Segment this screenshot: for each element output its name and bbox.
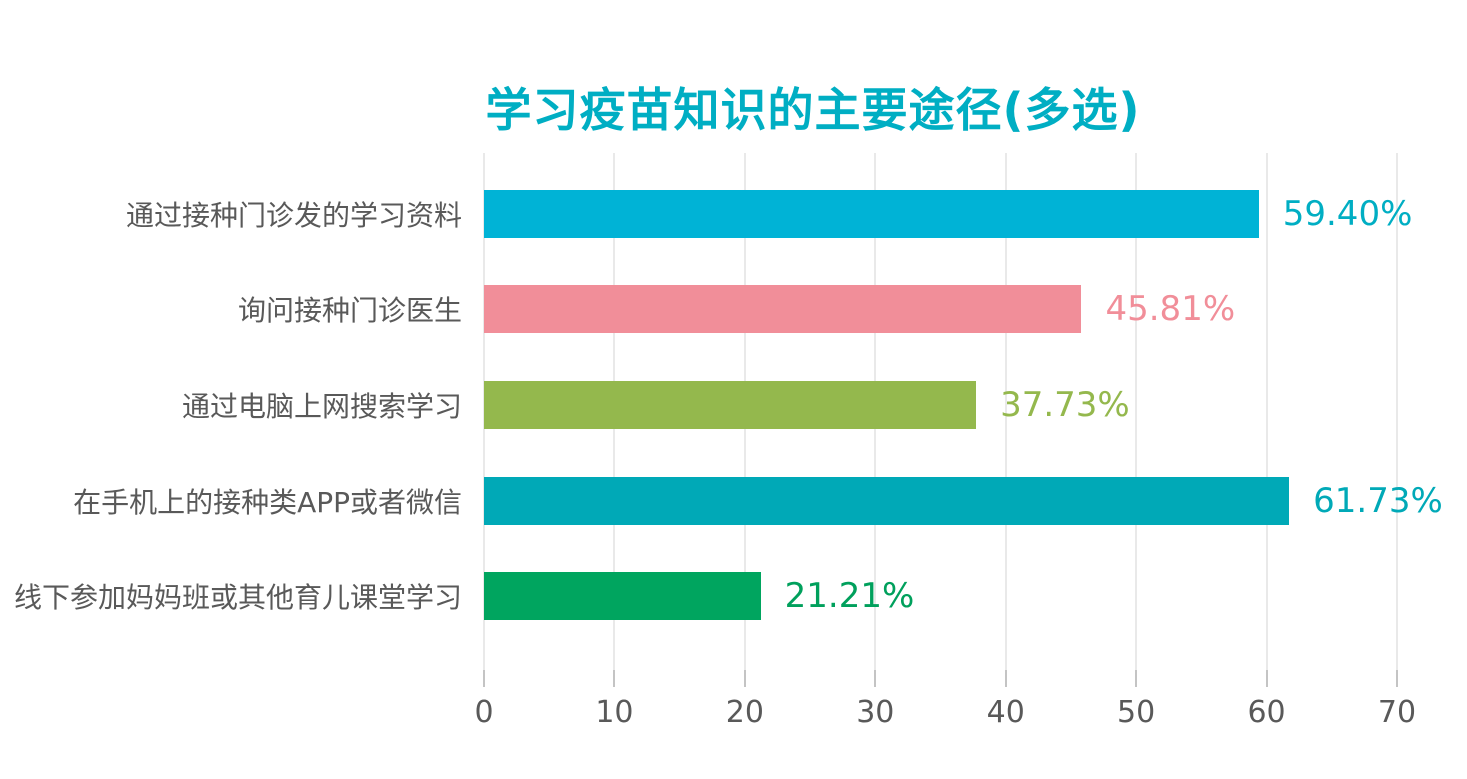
bar-row: 61.73% — [484, 453, 1443, 549]
bar — [484, 476, 1290, 525]
category-label: 询问接种门诊医生 — [237, 294, 462, 328]
value-label: 45.81% — [1105, 289, 1236, 330]
axis-tick-label: 20 — [725, 695, 764, 730]
value-label: 59.40% — [1282, 193, 1413, 234]
gridline — [1004, 153, 1007, 670]
gridline — [1265, 153, 1268, 670]
bar-rows: 59.40% 45.81% 37.73% 61.73% 21.21% — [484, 166, 1443, 644]
category-label: 通过接种门诊发的学习资料 — [125, 198, 462, 232]
bar — [484, 380, 977, 429]
bar — [484, 189, 1259, 238]
plot-area: 59.40% 45.81% 37.73% 61.73% 21.21% 0 10 20 30 40… — [474, 153, 1443, 728]
gridline — [1396, 153, 1398, 670]
axis-tick — [1265, 670, 1268, 687]
axis-tick-label: 40 — [986, 695, 1025, 730]
axis-tick — [1004, 670, 1007, 687]
bar-row: 59.40% — [484, 166, 1412, 262]
axis-tick-label: 30 — [856, 695, 895, 730]
category-label: 通过电脑上网搜索学习 — [181, 389, 462, 423]
bar — [484, 572, 761, 621]
gridline — [1135, 153, 1138, 670]
axis-tick — [483, 670, 485, 687]
axis-tick-label: 50 — [1117, 695, 1156, 730]
category-label: 在手机上的接种类APP或者微信 — [73, 485, 462, 519]
axis-tick — [874, 670, 877, 687]
bar-row: 21.21% — [484, 548, 1397, 644]
axis-tick — [613, 670, 616, 687]
value-label: 21.21% — [784, 576, 915, 617]
bar-row: 37.73% — [484, 357, 1397, 453]
value-label: 37.73% — [1000, 384, 1130, 425]
axis-tick-label: 0 — [474, 695, 494, 730]
axis-tick — [1135, 670, 1138, 687]
bar — [484, 285, 1082, 334]
axis-tick-label: 70 — [1377, 695, 1417, 730]
chart-title: 学习疫苗知识的主要途径(多选) — [485, 83, 1141, 137]
value-label: 61.73% — [1313, 480, 1443, 521]
axis-tick-label: 10 — [595, 695, 634, 730]
axis-tick — [1396, 670, 1398, 687]
bar-row: 45.81% — [484, 262, 1397, 358]
axis-tick-label: 60 — [1247, 695, 1286, 730]
category-labels: 通过接种门诊发的学习资料询问接种门诊医生通过电脑上网搜索学习在手机上的接种类AP… — [0, 166, 462, 644]
axis-tick — [743, 670, 746, 687]
category-label: 线下参加妈妈班或其他育儿课堂学习 — [13, 581, 462, 615]
